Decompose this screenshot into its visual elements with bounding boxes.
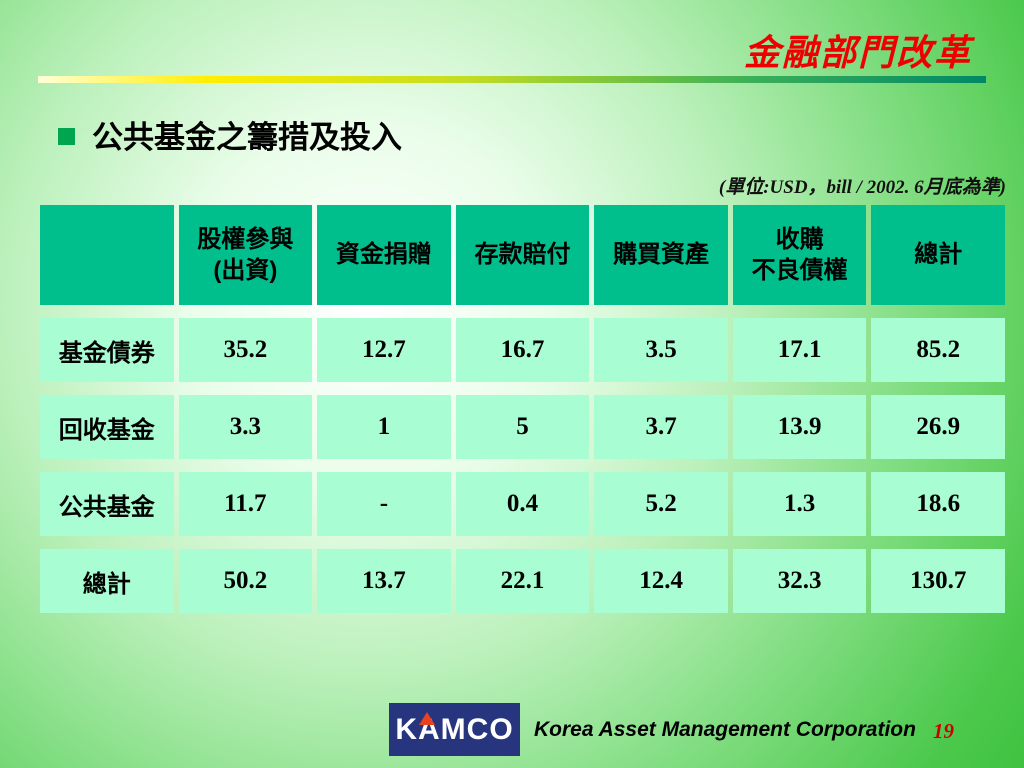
- table-header-total: 總計: [871, 205, 1005, 305]
- table-cell: 3.7: [594, 395, 728, 459]
- bullet-square-icon: [58, 128, 75, 145]
- row-label: 公共基金: [40, 472, 174, 536]
- table-cell: 5.2: [594, 472, 728, 536]
- table-cell: 3.5: [594, 318, 728, 382]
- bullet-heading: 公共基金之籌措及投入: [58, 112, 402, 157]
- table-header-npl: 收購 不良債權: [732, 205, 867, 305]
- row-label-total: 總計: [40, 549, 174, 613]
- kamco-logo-text: KAMCO: [395, 712, 514, 746]
- table-header-asset-purchase: 購買資產: [594, 205, 728, 305]
- table-cell: 5: [455, 395, 590, 459]
- table-cell: 50.2: [178, 549, 313, 613]
- company-name: Korea Asset Management Corporation: [534, 718, 916, 741]
- row-label: 回收基金: [40, 395, 174, 459]
- bullet-heading-text: 公共基金之籌措及投入: [92, 120, 402, 155]
- logo-triangle-icon: [419, 712, 435, 725]
- page-number: 19: [933, 719, 954, 743]
- row-label: 基金債券: [40, 318, 174, 382]
- table-cell: 12.4: [594, 549, 728, 613]
- table-header-deposit: 存款賠付: [455, 205, 590, 305]
- table-cell: 130.7: [871, 549, 1005, 613]
- public-funds-table: 股權參與 (出資) 資金捐贈 存款賠付 購買資產 收購 不良債權 總計 基金債券…: [40, 205, 1005, 613]
- table-header-contribution: 資金捐贈: [317, 205, 451, 305]
- table-cell: 26.9: [871, 395, 1005, 459]
- table-cell: 18.6: [871, 472, 1005, 536]
- table-cell: 35.2: [178, 318, 313, 382]
- table-cell: 1: [317, 395, 451, 459]
- units-note: (單位:USD，bill / 2002. 6月底為準): [718, 177, 1006, 198]
- table-header-equity: 股權參與 (出資): [178, 205, 313, 305]
- table-cell: 11.7: [178, 472, 313, 536]
- title-divider-rule: [38, 76, 986, 83]
- table-cell: 85.2: [871, 318, 1005, 382]
- table-header-corner: [40, 205, 174, 305]
- table-cell: 0.4: [455, 472, 590, 536]
- table-cell: 32.3: [732, 549, 867, 613]
- table-cell: 17.1: [732, 318, 867, 382]
- kamco-logo: KAMCO: [389, 703, 520, 756]
- table-cell: 22.1: [455, 549, 590, 613]
- table-cell: 3.3: [178, 395, 313, 459]
- table-cell: -: [317, 472, 451, 536]
- table-cell: 13.7: [317, 549, 451, 613]
- table-cell: 1.3: [732, 472, 867, 536]
- table-cell: 13.9: [732, 395, 867, 459]
- table-cell: 12.7: [317, 318, 451, 382]
- slide-title: 金融部門改革: [743, 33, 972, 73]
- table-cell: 16.7: [455, 318, 590, 382]
